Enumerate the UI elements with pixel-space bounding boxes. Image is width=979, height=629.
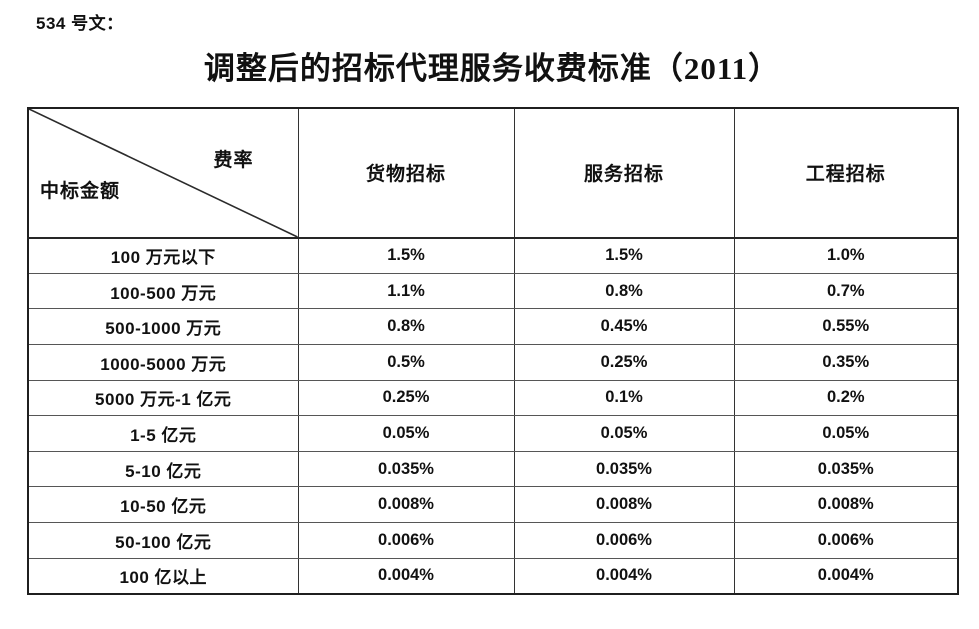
- fee-rate-table: 费率 中标金额 货物招标 服务招标 工程招标 100 万元以下 1.5% 1.5…: [27, 106, 959, 595]
- rate-cell: 0.035%: [513, 450, 735, 488]
- rate-cell: 0.05%: [513, 415, 735, 452]
- row-label: 10-50 亿元: [27, 486, 299, 523]
- row-label: 50-100 亿元: [27, 522, 299, 559]
- rate-cell: 0.008%: [513, 486, 735, 523]
- rate-cell: 1.1%: [297, 272, 515, 310]
- rate-cell: 0.008%: [733, 486, 959, 523]
- row-label: 500-1000 万元: [27, 308, 299, 346]
- table-row: 5-10 亿元 0.035% 0.035% 0.035%: [27, 450, 959, 488]
- rate-cell: 1.5%: [513, 237, 735, 274]
- row-label: 5-10 亿元: [27, 450, 299, 488]
- diagonal-divider-line: [29, 109, 298, 237]
- rate-cell: 0.1%: [513, 379, 735, 417]
- row-label: 100 亿以上: [27, 557, 299, 595]
- row-label: 1000-5000 万元: [27, 344, 299, 381]
- rate-cell: 0.004%: [733, 557, 959, 595]
- corner-label-rate: 费率: [213, 149, 254, 171]
- rate-cell: 0.8%: [297, 308, 515, 346]
- table-row: 5000 万元-1 亿元 0.25% 0.1% 0.2%: [27, 379, 959, 417]
- row-label: 100 万元以下: [27, 237, 299, 274]
- corner-header-cell: 费率 中标金额: [27, 107, 299, 239]
- rate-cell: 0.035%: [297, 450, 515, 488]
- table-row: 100 万元以下 1.5% 1.5% 1.0%: [27, 237, 959, 274]
- row-label: 100-500 万元: [27, 272, 299, 310]
- rate-cell: 0.45%: [513, 308, 735, 346]
- corner-label-bid-amount: 中标金额: [40, 180, 121, 202]
- rate-cell: 0.05%: [733, 415, 959, 452]
- table-row: 500-1000 万元 0.8% 0.45% 0.55%: [27, 308, 959, 346]
- rate-cell: 0.35%: [733, 344, 959, 381]
- page-title: 调整后的招标代理服务收费标准（2011）: [203, 51, 781, 86]
- document-number-label: 534 号文：: [36, 14, 124, 33]
- rate-cell: 0.2%: [733, 379, 959, 417]
- column-header-goods-tender: 货物招标: [297, 107, 515, 239]
- rate-cell: 0.25%: [297, 379, 515, 417]
- table-row: 1000-5000 万元 0.5% 0.25% 0.35%: [27, 344, 959, 381]
- rate-cell: 1.0%: [733, 237, 959, 274]
- rate-cell: 0.05%: [297, 415, 515, 452]
- table-row: 1-5 亿元 0.05% 0.05% 0.05%: [27, 415, 959, 452]
- column-header-engineering-tender: 工程招标: [733, 107, 959, 239]
- row-label: 1-5 亿元: [27, 415, 299, 452]
- header-row: 费率 中标金额 货物招标 服务招标 工程招标: [27, 107, 959, 239]
- rate-cell: 0.8%: [513, 272, 735, 310]
- rate-cell: 0.006%: [297, 522, 515, 559]
- rate-cell: 0.008%: [297, 486, 515, 523]
- table-row: 50-100 亿元 0.006% 0.006% 0.006%: [27, 522, 959, 559]
- rate-cell: 1.5%: [297, 237, 515, 274]
- rate-cell: 0.006%: [513, 522, 735, 559]
- row-label: 5000 万元-1 亿元: [27, 379, 299, 417]
- rate-cell: 0.006%: [733, 522, 959, 559]
- rate-cell: 0.55%: [733, 308, 959, 346]
- rate-cell: 0.004%: [513, 557, 735, 595]
- column-header-service-tender: 服务招标: [513, 107, 735, 239]
- rate-cell: 0.7%: [733, 272, 959, 310]
- table-row: 100-500 万元 1.1% 0.8% 0.7%: [27, 272, 959, 310]
- rate-cell: 0.5%: [297, 344, 515, 381]
- rate-cell: 0.004%: [297, 557, 515, 595]
- rate-cell: 0.035%: [733, 450, 959, 488]
- rate-cell: 0.25%: [513, 344, 735, 381]
- table-row: 100 亿以上 0.004% 0.004% 0.004%: [27, 557, 959, 595]
- table-row: 10-50 亿元 0.008% 0.008% 0.008%: [27, 486, 959, 523]
